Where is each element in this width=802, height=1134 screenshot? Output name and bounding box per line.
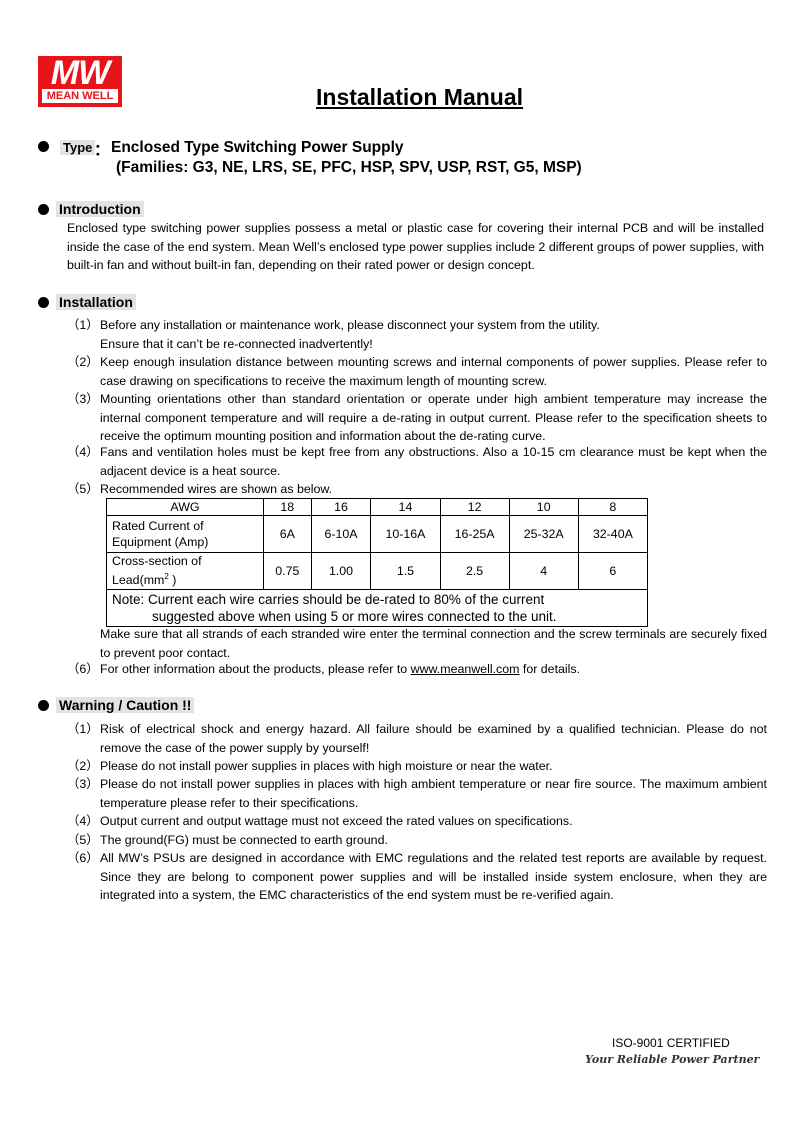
- item-text: For other information about the products…: [100, 662, 411, 676]
- item-text-line2: Ensure that it can’t be re-connected ina…: [100, 336, 373, 351]
- installation-item-2: （2） Keep enough insulation distance betw…: [67, 353, 767, 390]
- item-number: （4）: [67, 445, 99, 459]
- table-cell: 0.75: [263, 552, 312, 590]
- cross-label-end: ): [168, 573, 177, 588]
- table-header: Rated Current of Equipment (Amp): [106, 515, 264, 553]
- table-cell: 6A: [263, 515, 312, 553]
- iso-certified: ISO-9001 CERTIFIED: [612, 1036, 730, 1050]
- item-number: （6）: [67, 851, 99, 865]
- item-text: The ground(FG) must be connected to eart…: [100, 833, 388, 847]
- bullet-icon: [38, 700, 49, 711]
- superscript: 2: [164, 572, 169, 582]
- installation-item-6: （6） For other information about the prod…: [67, 660, 767, 679]
- warning-heading: Warning / Caution !!: [56, 697, 195, 713]
- bullet-icon: [38, 297, 49, 308]
- item-number: （2）: [67, 355, 99, 369]
- warning-item-4: （4） Output current and output wattage mu…: [67, 812, 767, 831]
- table-cell: 32-40A: [577, 515, 649, 553]
- item-text: Make sure that all strands of each stran…: [100, 627, 767, 660]
- cross-label: Cross-section of Lead(mm: [112, 554, 202, 588]
- type-families: (Families: G3, NE, LRS, SE, PFC, HSP, SP…: [116, 159, 582, 176]
- table-cell: 1.00: [310, 552, 372, 590]
- table-cell: 16: [310, 498, 372, 516]
- item-text: Before any installation or maintenance w…: [100, 318, 600, 332]
- item-text: Recommended wires are shown as below.: [100, 482, 333, 496]
- note-line2: suggested above when using 5 or more wir…: [152, 609, 557, 624]
- bullet-icon: [38, 204, 49, 215]
- installation-item-5: （5） Recommended wires are shown as below…: [67, 480, 767, 499]
- meanwell-link[interactable]: www.meanwell.com: [410, 662, 520, 676]
- table-cell: 6-10A: [310, 515, 372, 553]
- table-cell: 10-16A: [370, 515, 441, 553]
- warning-item-2: （2） Please do not install power supplies…: [67, 757, 767, 776]
- table-row-current: Rated Current of Equipment (Amp) 6A 6-10…: [106, 515, 649, 553]
- logo-mark: MW: [50, 54, 110, 92]
- table-cell: 14: [370, 498, 441, 516]
- table-cell: 10: [508, 498, 579, 516]
- table-header: AWG: [106, 498, 264, 516]
- item-number: （4）: [67, 814, 99, 828]
- item-text: All MW’s PSUs are designed in accordance…: [100, 851, 767, 902]
- slogan: Your Reliable Power Partner: [585, 1053, 760, 1066]
- introduction-text: Enclosed type switching power supplies p…: [67, 221, 764, 272]
- table-cell: 2.5: [439, 552, 510, 590]
- type-sep: ：: [94, 142, 110, 159]
- table-cell: 6: [577, 552, 649, 590]
- table-cell: 8: [577, 498, 649, 516]
- type-label: Type: [60, 140, 96, 155]
- installation-item-4: （4） Fans and ventilation holes must be k…: [67, 443, 767, 480]
- after-table-text: Make sure that all strands of each stran…: [67, 625, 767, 662]
- logo-text: MEAN WELL: [42, 89, 118, 103]
- introduction-heading: Introduction: [56, 201, 144, 217]
- item-number: （1）: [67, 722, 99, 736]
- item-number: （3）: [67, 777, 99, 791]
- item-text: Mounting orientations other than standar…: [100, 392, 767, 443]
- item-text: Output current and output wattage must n…: [100, 814, 573, 828]
- table-header: Cross-section of Lead(mm2 ): [106, 552, 264, 590]
- item-number: （5）: [67, 833, 99, 847]
- installation-heading: Installation: [56, 294, 136, 310]
- mean-well-logo: MW MEAN WELL: [38, 54, 122, 107]
- item-number: （1）: [67, 318, 99, 332]
- table-cell: 1.5: [370, 552, 441, 590]
- table-cell: 18: [263, 498, 312, 516]
- table-note: Note: Current each wire carries should b…: [106, 589, 648, 627]
- item-text-after: for details.: [519, 662, 581, 676]
- table-row-cross-section: Cross-section of Lead(mm2 ) 0.75 1.00 1.…: [106, 552, 649, 590]
- installation-item-3: （3） Mounting orientations other than sta…: [67, 390, 767, 446]
- table-cell: 16-25A: [439, 515, 510, 553]
- item-text: Keep enough insulation distance between …: [100, 355, 767, 388]
- item-number: （5）: [67, 482, 99, 496]
- table-cell: 12: [439, 498, 510, 516]
- page-title: Installation Manual: [316, 84, 524, 110]
- item-number: （6）: [67, 662, 99, 676]
- table-row-note: Note: Current each wire carries should b…: [106, 589, 648, 627]
- warning-item-3: （3） Please do not install power supplies…: [67, 775, 767, 812]
- table-cell: 25-32A: [508, 515, 579, 553]
- item-text: Risk of electrical shock and energy haza…: [100, 722, 767, 755]
- item-text: Please do not install power supplies in …: [100, 759, 553, 773]
- installation-item-1: （1） Before any installation or maintenan…: [67, 316, 767, 353]
- item-text: Fans and ventilation holes must be kept …: [100, 445, 767, 478]
- item-number: （2）: [67, 759, 99, 773]
- table-row-awg: AWG 18 16 14 12 10 8: [106, 498, 649, 516]
- type-title: Enclosed Type Switching Power Supply: [111, 139, 404, 156]
- warning-item-5: （5） The ground(FG) must be connected to …: [67, 831, 767, 850]
- warning-item-1: （1） Risk of electrical shock and energy …: [67, 720, 767, 757]
- bullet-icon: [38, 141, 49, 152]
- note-line1: Note: Current each wire carries should b…: [112, 592, 545, 607]
- table-cell: 4: [508, 552, 579, 590]
- wire-table: AWG 18 16 14 12 10 8 Rated Current of Eq…: [106, 498, 649, 627]
- item-text: Please do not install power supplies in …: [100, 777, 767, 810]
- item-number: （3）: [67, 392, 99, 406]
- warning-item-6: （6） All MW’s PSUs are designed in accord…: [67, 849, 767, 905]
